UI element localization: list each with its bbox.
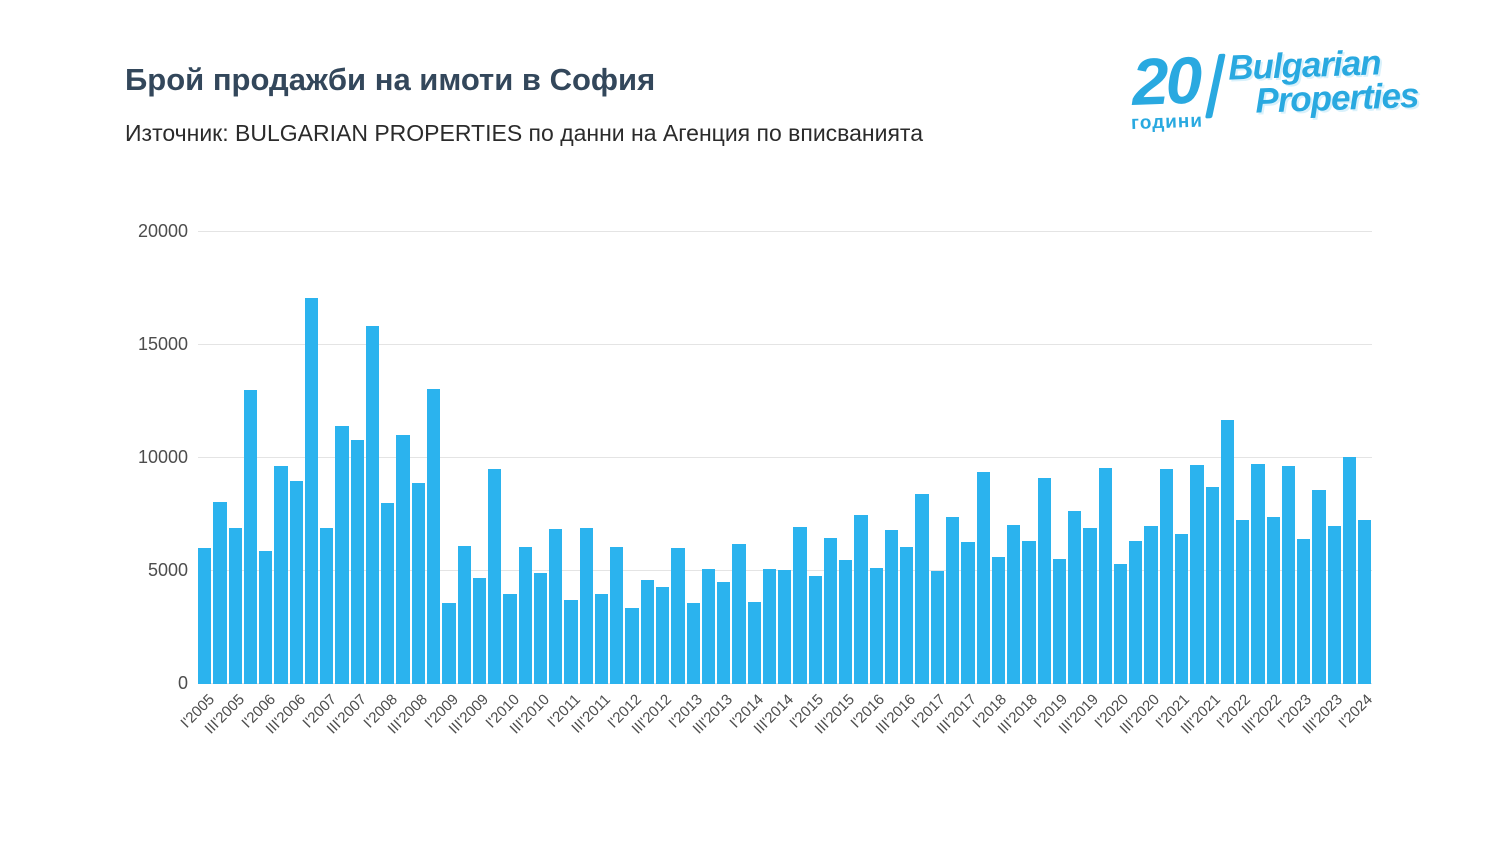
bar-III'2011 bbox=[594, 593, 609, 684]
bar-III'2018 bbox=[1022, 540, 1036, 684]
bar-IV'2016 bbox=[915, 494, 929, 684]
bar-I'2009 bbox=[442, 602, 456, 684]
y-axis-tick-label: 15000 bbox=[137, 334, 188, 354]
bar-III'2007 bbox=[350, 439, 364, 684]
bar-III'2005 bbox=[228, 528, 242, 684]
bar-IV'2009 bbox=[488, 469, 502, 684]
bar-II'2009 bbox=[457, 546, 471, 684]
bar-I'2008 bbox=[381, 503, 395, 684]
bar-IV'2013 bbox=[732, 543, 746, 684]
bar-IV'2022 bbox=[1281, 465, 1296, 684]
bar-II'2016 bbox=[884, 530, 899, 684]
brand-logo: 20 години Bulgarian Properties bbox=[1129, 43, 1420, 135]
bar-I'2016 bbox=[869, 567, 883, 684]
bar-I'2017 bbox=[930, 571, 945, 684]
bar-III'2008 bbox=[411, 482, 425, 684]
bar-I'2014 bbox=[747, 601, 761, 684]
y-axis-tick-label: 5000 bbox=[147, 560, 188, 580]
bar-I'2005 bbox=[198, 548, 212, 684]
bar-III'2010 bbox=[533, 573, 548, 684]
bar-I'2013 bbox=[686, 602, 700, 684]
bar-II'2007 bbox=[335, 426, 349, 684]
bar-III'2013 bbox=[717, 582, 731, 684]
bar-III'2017 bbox=[961, 541, 975, 684]
bar-I'2024 bbox=[1358, 520, 1372, 684]
y-axis-tick-label: 0 bbox=[177, 673, 188, 693]
bar-II'2006 bbox=[274, 465, 288, 684]
bar-II'2020 bbox=[1129, 540, 1143, 684]
bar-II'2022 bbox=[1251, 463, 1265, 684]
bar-IV'2017 bbox=[976, 471, 990, 684]
bar-III'2019 bbox=[1083, 528, 1097, 684]
bar-II'2021 bbox=[1190, 464, 1204, 684]
bar-II'2012 bbox=[640, 580, 654, 684]
bar-I'2012 bbox=[625, 608, 639, 684]
bar-I'2019 bbox=[1052, 558, 1067, 684]
bar-I'2021 bbox=[1175, 533, 1189, 684]
bar-IV'2008 bbox=[426, 389, 441, 684]
brand-name: Bulgarian Properties bbox=[1227, 43, 1419, 121]
bar-II'2015 bbox=[823, 538, 838, 684]
source-subtitle: Източник: BULGARIAN PROPERTIES по данни … bbox=[125, 120, 923, 146]
bar-IV'2006 bbox=[304, 297, 319, 684]
bar-IV'2012 bbox=[671, 548, 685, 684]
bar-III'2014 bbox=[778, 569, 792, 684]
bar-IV'2023 bbox=[1342, 456, 1357, 684]
bar-III'2006 bbox=[289, 480, 303, 684]
brand-name-line2: Properties bbox=[1254, 75, 1419, 121]
bar-III'2012 bbox=[655, 586, 670, 684]
bar-I'2023 bbox=[1297, 539, 1311, 684]
x-axis-labels: I'2005 III'2005 I'2006 III'2006 I'2007 III'20… bbox=[177, 691, 1376, 821]
bar-IV'2011 bbox=[610, 547, 624, 684]
bar-IV'2020 bbox=[1159, 469, 1173, 684]
bar-II'2013 bbox=[701, 568, 716, 684]
y-axis-labels: 0 5000 10000 15000 20000 bbox=[108, 221, 188, 693]
bar-IV'2014 bbox=[793, 526, 807, 684]
bar-IV'2021 bbox=[1220, 419, 1235, 684]
gridline bbox=[198, 457, 1372, 458]
y-axis-tick-label: 20000 bbox=[137, 221, 188, 241]
bar-I'2007 bbox=[320, 528, 334, 684]
bar-IV'2015 bbox=[854, 514, 868, 684]
logo-years-label: години bbox=[1130, 110, 1204, 135]
bar-IV'2007 bbox=[365, 325, 380, 684]
bar-II'2014 bbox=[762, 568, 777, 684]
bar-IV'2005 bbox=[243, 390, 258, 684]
bar-I'2018 bbox=[991, 557, 1006, 684]
bar-chart-plot-area bbox=[198, 231, 1372, 684]
y-axis-tick-label: 10000 bbox=[137, 447, 188, 467]
bar-I'2015 bbox=[808, 575, 822, 684]
logo-divider bbox=[1204, 53, 1226, 119]
bar-series bbox=[198, 232, 1372, 684]
bar-I'2020 bbox=[1113, 564, 1128, 684]
page-title: Брой продажби на имоти в София bbox=[125, 62, 656, 97]
bar-III'2009 bbox=[472, 577, 487, 684]
bar-IV'2010 bbox=[549, 529, 563, 684]
bar-II'2023 bbox=[1312, 489, 1326, 684]
bar-IV'2018 bbox=[1037, 478, 1051, 684]
bar-III'2022 bbox=[1266, 516, 1280, 684]
bar-II'2011 bbox=[579, 528, 593, 684]
gridline bbox=[198, 231, 1372, 232]
bar-III'2020 bbox=[1144, 525, 1158, 684]
logo-20-number: 20 bbox=[1130, 42, 1201, 119]
bar-II'2017 bbox=[946, 516, 960, 684]
bar-III'2023 bbox=[1327, 525, 1341, 684]
bar-III'2016 bbox=[900, 547, 914, 684]
logo-20-block: 20 години bbox=[1129, 42, 1204, 135]
bar-II'2018 bbox=[1007, 524, 1021, 684]
bar-I'2006 bbox=[259, 550, 273, 684]
bar-III'2015 bbox=[839, 559, 853, 684]
bar-II'2019 bbox=[1068, 511, 1082, 684]
bar-II'2005 bbox=[213, 502, 227, 684]
bar-II'2010 bbox=[518, 547, 532, 684]
bar-IV'2019 bbox=[1098, 468, 1112, 684]
bar-II'2008 bbox=[396, 435, 410, 684]
gridline bbox=[198, 344, 1372, 345]
bar-I'2022 bbox=[1236, 520, 1250, 684]
bar-I'2011 bbox=[564, 600, 578, 684]
bar-I'2010 bbox=[503, 593, 517, 684]
bar-III'2021 bbox=[1205, 487, 1219, 684]
